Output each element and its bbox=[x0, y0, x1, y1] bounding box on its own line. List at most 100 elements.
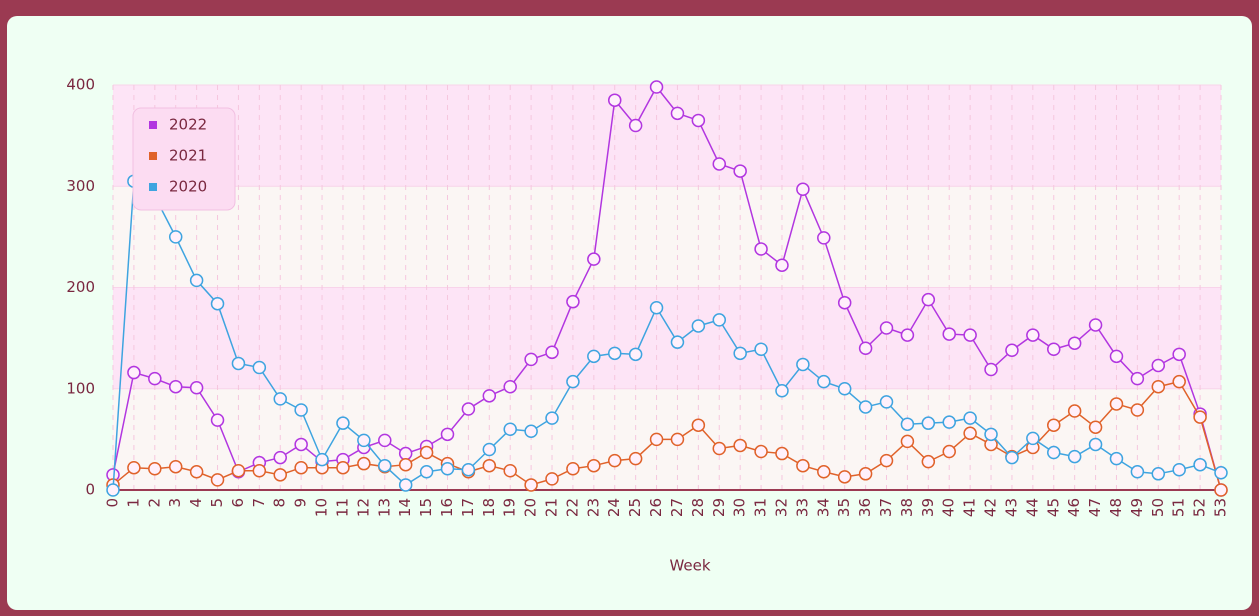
x-tick-label: 45 bbox=[1044, 498, 1062, 517]
x-tick-label: 48 bbox=[1107, 498, 1125, 517]
x-tick-label: 6 bbox=[229, 498, 247, 508]
point bbox=[127, 365, 141, 380]
point bbox=[1026, 328, 1040, 342]
point bbox=[1047, 445, 1061, 460]
point bbox=[1109, 397, 1124, 411]
point bbox=[1047, 342, 1061, 357]
point bbox=[858, 341, 873, 355]
x-tick-label: 33 bbox=[793, 498, 811, 517]
point bbox=[900, 417, 915, 431]
point bbox=[984, 362, 998, 377]
y-tick-label: 200 bbox=[66, 278, 95, 296]
point bbox=[1172, 374, 1186, 389]
point bbox=[378, 433, 392, 448]
point bbox=[921, 454, 936, 469]
point bbox=[566, 374, 580, 389]
legend-box bbox=[132, 107, 236, 211]
point bbox=[628, 347, 643, 362]
point bbox=[817, 465, 831, 479]
x-tick-label: 17 bbox=[459, 498, 477, 517]
point bbox=[1214, 483, 1228, 497]
point bbox=[984, 427, 998, 442]
point bbox=[1067, 404, 1082, 418]
legend-swatch bbox=[149, 152, 157, 160]
x-tick-label: 4 bbox=[187, 498, 205, 508]
x-tick-label: 28 bbox=[689, 498, 707, 517]
x-tick-label: 37 bbox=[877, 498, 895, 517]
point bbox=[837, 470, 852, 484]
x-tick-label: 24 bbox=[605, 498, 623, 517]
point bbox=[294, 403, 308, 417]
point bbox=[273, 468, 287, 482]
point bbox=[837, 382, 852, 396]
point bbox=[1005, 343, 1019, 358]
point bbox=[231, 356, 246, 371]
x-tick-label: 46 bbox=[1065, 498, 1083, 517]
x-tick-label: 51 bbox=[1170, 498, 1188, 517]
x-tick-label: 7 bbox=[250, 498, 268, 508]
point bbox=[712, 157, 727, 171]
point bbox=[607, 453, 622, 468]
x-tick-label: 8 bbox=[271, 498, 289, 508]
point bbox=[900, 328, 915, 342]
point bbox=[921, 292, 936, 307]
x-tick-label: 31 bbox=[752, 498, 770, 517]
point bbox=[691, 319, 706, 333]
point bbox=[754, 242, 768, 256]
point bbox=[189, 273, 204, 288]
x-tick-label: 35 bbox=[835, 498, 853, 517]
point bbox=[524, 352, 538, 367]
point bbox=[587, 349, 601, 364]
point bbox=[482, 389, 497, 403]
point bbox=[607, 93, 622, 107]
point bbox=[127, 460, 141, 475]
point bbox=[357, 433, 371, 448]
x-tick-label: 30 bbox=[731, 498, 749, 517]
point bbox=[942, 327, 956, 341]
point bbox=[210, 473, 225, 487]
point bbox=[754, 342, 768, 357]
band bbox=[113, 287, 1221, 389]
point bbox=[1193, 410, 1207, 424]
point bbox=[1067, 449, 1082, 464]
point bbox=[900, 434, 915, 449]
point bbox=[587, 458, 601, 473]
point bbox=[482, 442, 497, 457]
x-tick-label: 22 bbox=[563, 498, 581, 517]
point bbox=[963, 328, 977, 342]
point bbox=[691, 113, 706, 128]
point bbox=[712, 313, 727, 327]
point bbox=[294, 437, 308, 452]
y-tick-label: 300 bbox=[66, 177, 95, 195]
point bbox=[106, 483, 120, 497]
point bbox=[649, 301, 664, 315]
legend-swatch bbox=[149, 183, 157, 191]
y-tick-label: 400 bbox=[66, 76, 95, 94]
point bbox=[879, 321, 894, 335]
point bbox=[419, 445, 434, 460]
x-tick-label: 3 bbox=[166, 498, 184, 508]
point bbox=[566, 294, 580, 309]
point bbox=[168, 459, 183, 474]
x-tick-label: 52 bbox=[1191, 498, 1209, 517]
x-tick-label: 9 bbox=[292, 498, 310, 508]
point bbox=[775, 446, 789, 461]
point bbox=[1109, 451, 1124, 466]
point bbox=[837, 295, 852, 310]
legend-swatch bbox=[149, 121, 157, 129]
point bbox=[607, 346, 622, 361]
x-tick-label: 42 bbox=[982, 498, 1000, 517]
point bbox=[1088, 318, 1103, 332]
x-tick-label: 41 bbox=[961, 498, 979, 517]
point bbox=[587, 252, 601, 266]
point bbox=[1130, 371, 1145, 386]
x-tick-label: 21 bbox=[543, 498, 561, 517]
point bbox=[524, 424, 538, 439]
x-tick-label: 1 bbox=[124, 498, 142, 508]
point bbox=[503, 379, 517, 394]
point bbox=[670, 106, 685, 121]
point bbox=[1130, 403, 1145, 417]
point bbox=[1193, 457, 1207, 472]
point bbox=[545, 411, 559, 425]
